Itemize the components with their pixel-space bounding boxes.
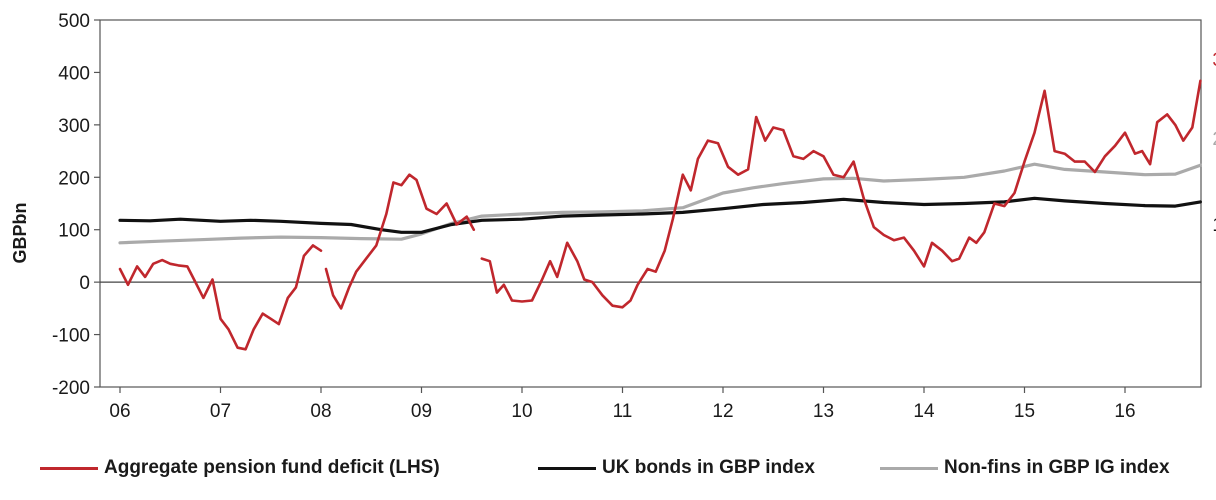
x-tick-label: 16 xyxy=(1114,401,1135,422)
legend: Aggregate pension fund deficit (LHS) UK b… xyxy=(0,448,1216,488)
y-tick-label: -100 xyxy=(52,326,90,347)
y-tick-label: 400 xyxy=(58,63,90,84)
x-tick-label: 10 xyxy=(511,401,532,422)
series-line-3 xyxy=(118,162,1202,245)
series-line-2 xyxy=(118,196,1202,234)
legend-label: Aggregate pension fund deficit (LHS) xyxy=(104,457,440,478)
x-tick-label: 13 xyxy=(813,401,834,422)
legend-label: UK bonds in GBP index xyxy=(602,457,815,478)
y-tick-label: 200 xyxy=(58,168,90,189)
y-axis-label: GBPbn xyxy=(10,203,30,264)
legend-item: Non-fins in GBP IG index xyxy=(880,448,1170,488)
x-tick-label: 09 xyxy=(411,401,432,422)
legend-label: Non-fins in GBP IG index xyxy=(944,457,1170,478)
legend-swatch xyxy=(538,466,596,470)
x-tick-label: 11 xyxy=(613,401,633,422)
y-tick-label: 100 xyxy=(58,221,90,242)
line-chart: -200 -100 0 100 200 300 400 500 06 07 08 09 10 11 12 13… xyxy=(10,11,1216,422)
y-tick-label: 500 xyxy=(58,11,90,32)
y-tick-label: 0 xyxy=(79,273,90,294)
x-tick-label: 08 xyxy=(310,401,331,422)
series-end-label: 384 xyxy=(1212,50,1216,71)
series-line-1 xyxy=(118,79,1202,351)
plot-area xyxy=(99,19,1202,388)
x-tick-label: 14 xyxy=(913,401,935,422)
legend-swatch xyxy=(40,466,98,470)
y-tick-label: -200 xyxy=(52,378,90,399)
series-end-label: 223 xyxy=(1212,129,1216,150)
legend-swatch xyxy=(880,466,938,470)
legend-item: Aggregate pension fund deficit (LHS) xyxy=(40,448,440,488)
x-tick-label: 06 xyxy=(109,401,130,422)
y-tick-label: 300 xyxy=(58,116,90,137)
x-tick-label: 15 xyxy=(1014,401,1035,422)
x-tick-label: 12 xyxy=(712,401,733,422)
series-end-label: 153 xyxy=(1212,215,1216,236)
legend-item: UK bonds in GBP index xyxy=(538,448,815,488)
x-tick-label: 07 xyxy=(210,401,231,422)
